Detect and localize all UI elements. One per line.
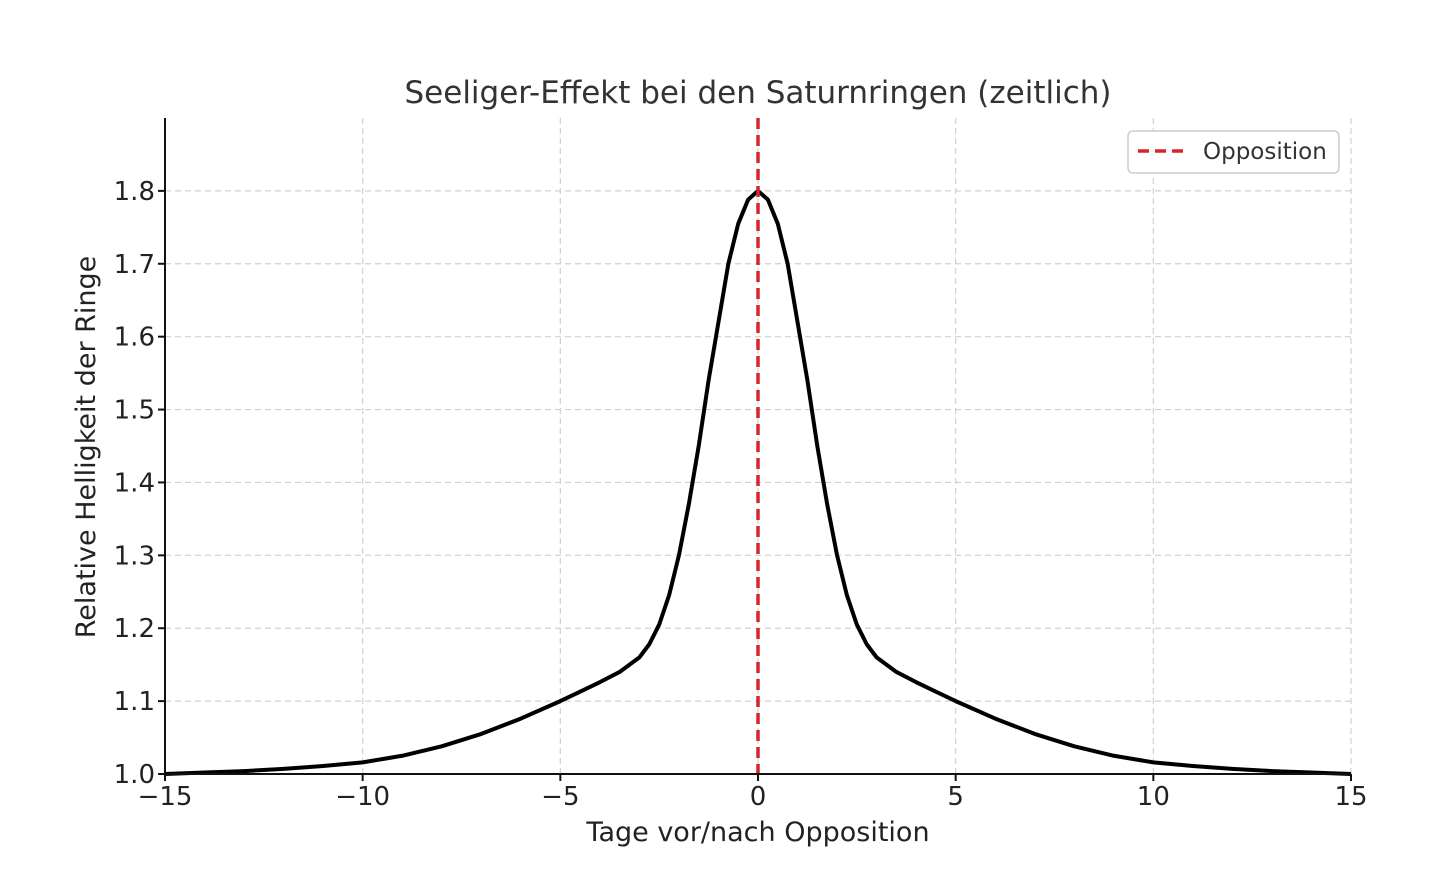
y-tick-label: 1.1: [114, 687, 155, 717]
x-tick-label: 5: [947, 782, 964, 812]
y-tick-label: 1.4: [114, 468, 155, 498]
y-tick-label: 1.6: [114, 323, 155, 353]
y-tick-label: 1.3: [114, 541, 155, 571]
x-tick-label: 0: [750, 782, 767, 812]
y-tick-label: 1.2: [114, 614, 155, 644]
x-axis-ticks: −15 −10 −5 0 5 10 15: [138, 774, 1368, 812]
y-tick-label: 1.8: [114, 177, 155, 207]
x-axis-label: Tage vor/nach Opposition: [585, 817, 929, 848]
y-axis-ticks: 1.0 1.1 1.2 1.3 1.4 1.5 1.6 1.7 1.8: [114, 177, 165, 790]
x-tick-label: −15: [138, 782, 193, 812]
x-tick-label: 10: [1137, 782, 1170, 812]
legend-box: [1127, 130, 1340, 174]
y-axis-label: Relative Helligkeit der Ringe: [71, 256, 102, 639]
legend-label-opposition: Opposition: [1203, 139, 1327, 165]
y-tick-label: 1.0: [114, 760, 155, 790]
chart-title: Seeliger-Effekt bei den Saturnringen (ze…: [405, 75, 1112, 111]
x-tick-label: −10: [335, 782, 390, 812]
x-tick-label: −5: [541, 782, 579, 812]
x-tick-label: 15: [1334, 782, 1367, 812]
y-tick-label: 1.7: [114, 250, 155, 280]
legend: Opposition: [1127, 130, 1340, 174]
vertical-gridlines: [362, 118, 1352, 774]
y-tick-label: 1.5: [114, 396, 155, 426]
